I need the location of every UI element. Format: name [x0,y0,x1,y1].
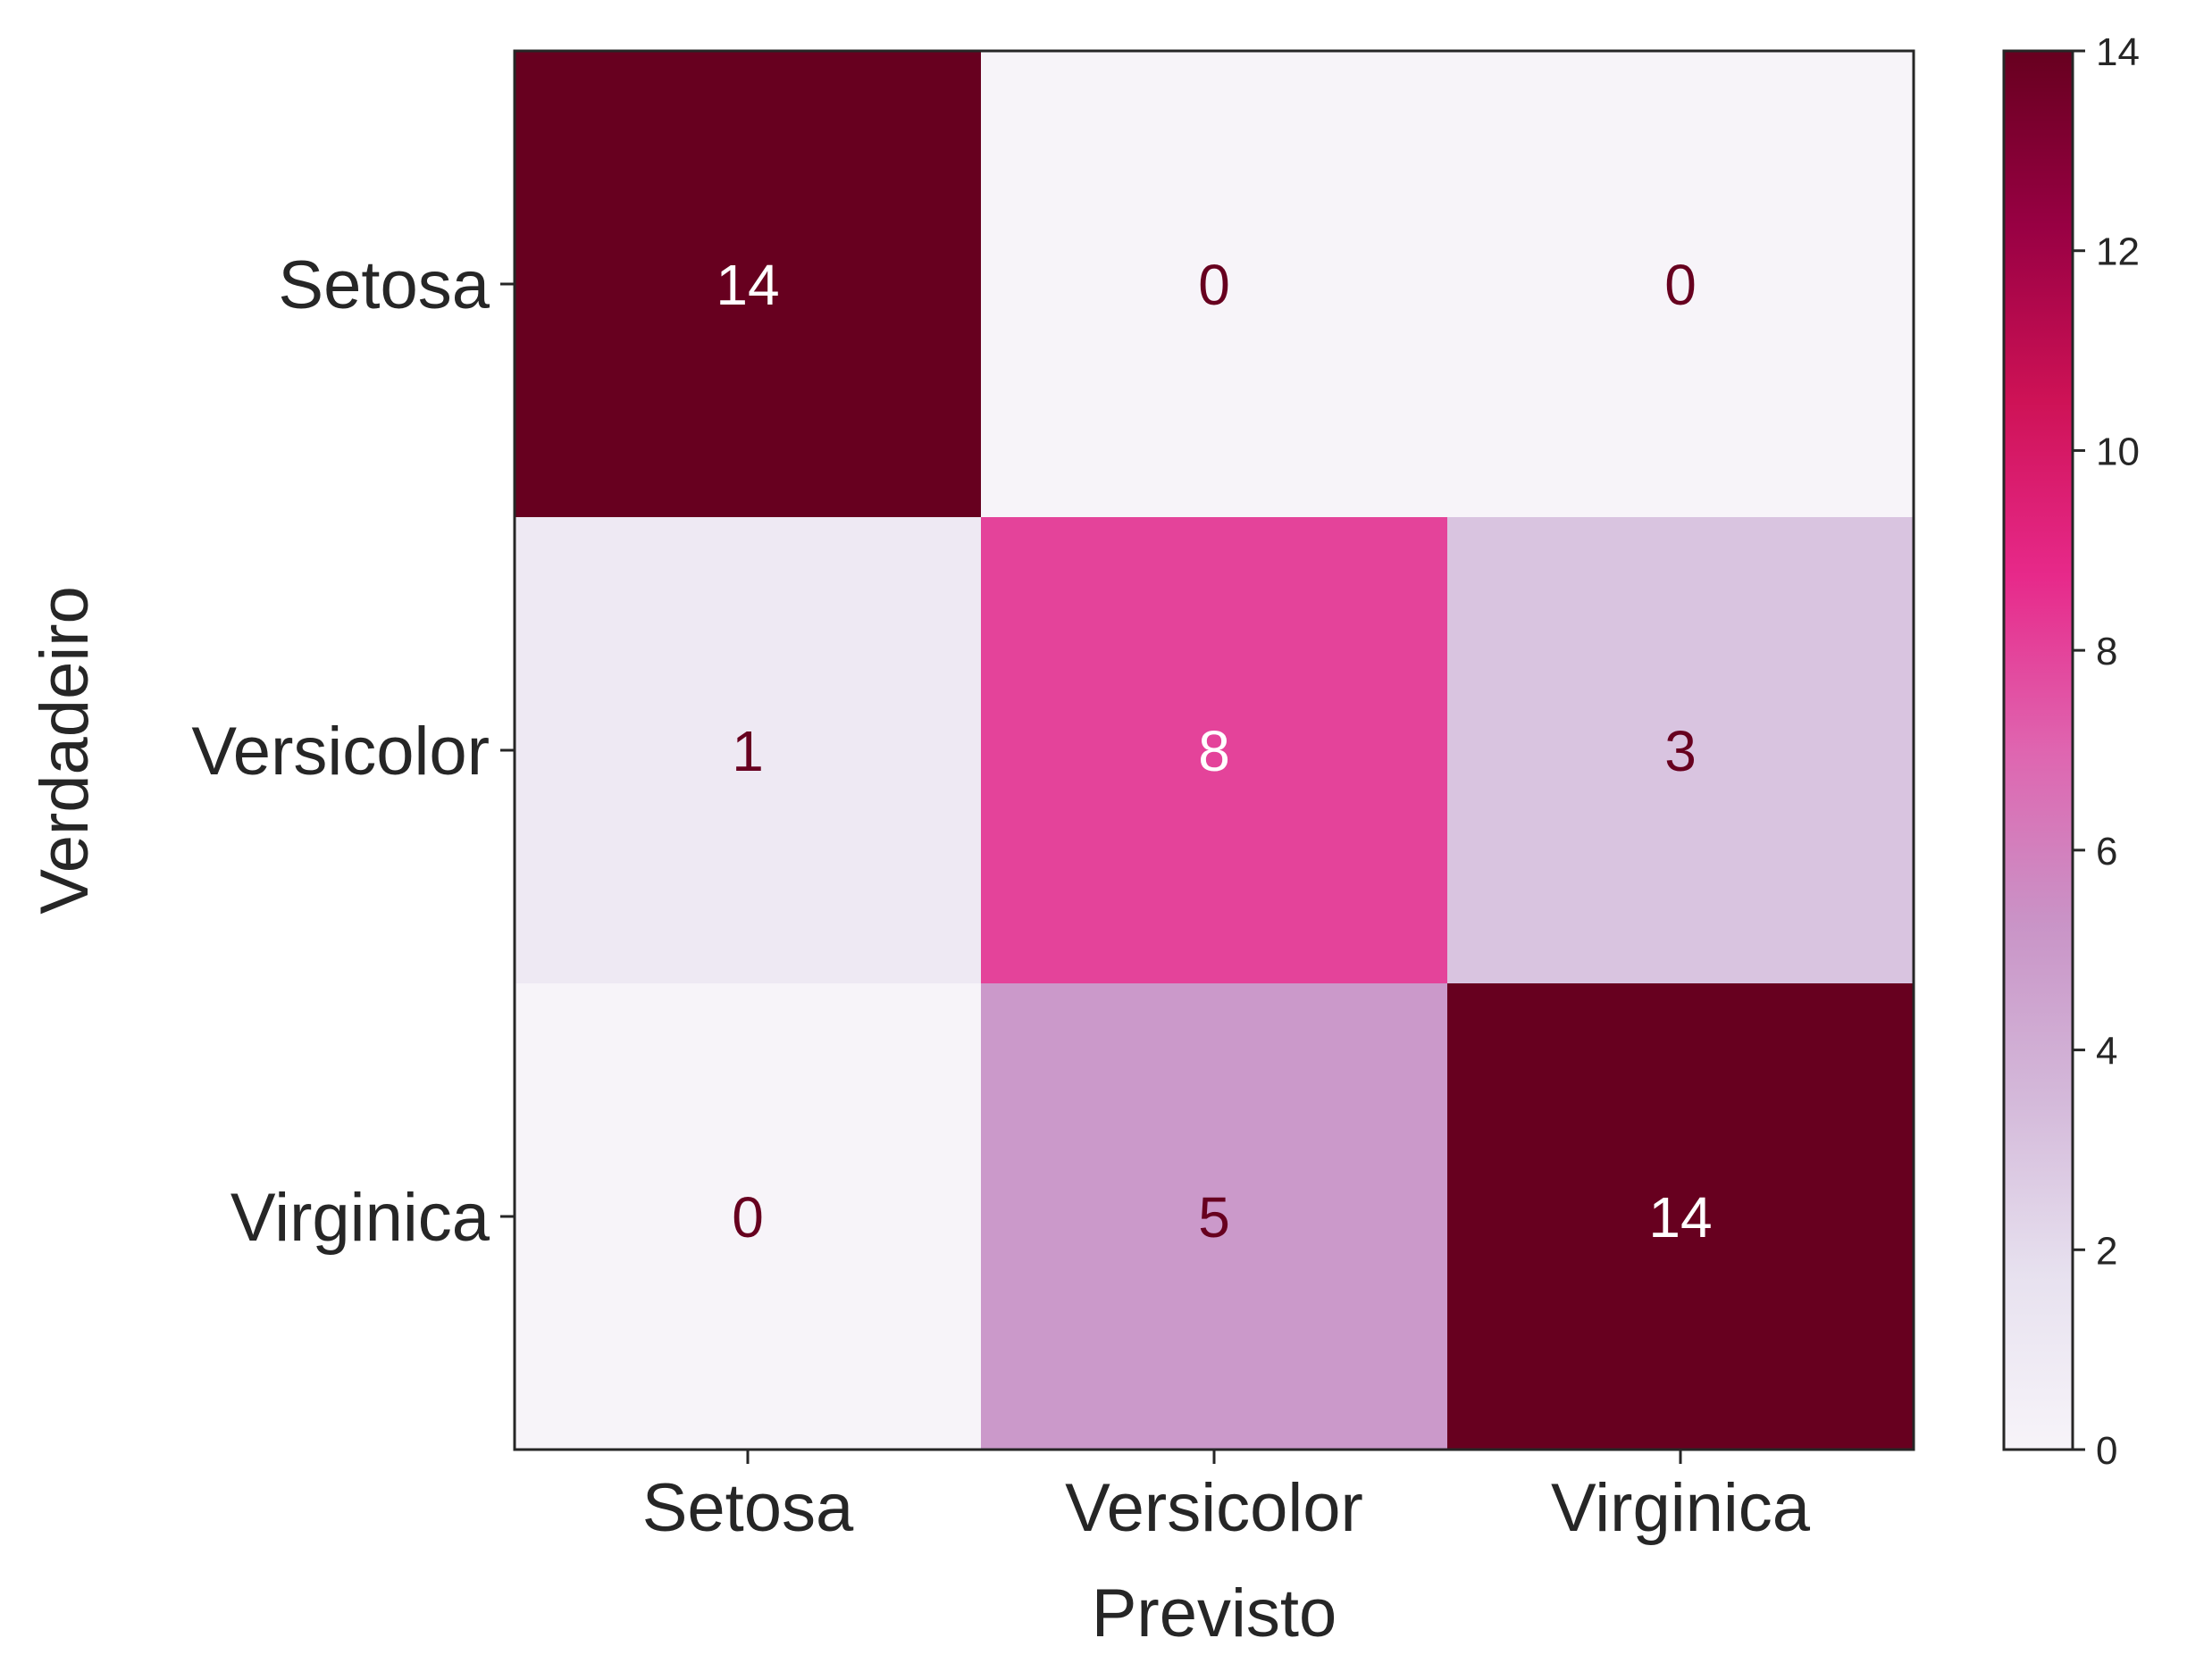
cell-value-3-2: 5 [1198,1185,1230,1250]
colorbar-tick-label-10: 10 [2096,430,2140,473]
colorbar-tick-label-2: 2 [2096,1229,2117,1273]
heatmap-cell-2-3 [1447,517,1915,984]
x-tick-label-virginica: Virginica [1551,1470,1811,1546]
y-axis-ticks: Setosa Versicolor Virginica [191,247,515,1256]
x-tick-label-versicolor: Versicolor [1065,1470,1363,1546]
x-axis-title: Previsto [1092,1576,1337,1651]
cell-value-2-3: 3 [1664,719,1697,783]
cell-value-2-1: 1 [732,719,764,783]
cell-value-2-2: 8 [1198,719,1230,783]
colorbar-ticks: 0 2 4 6 8 10 12 14 [2073,30,2140,1473]
heatmap-cell-3-1 [515,983,982,1450]
cell-value-3-1: 0 [732,1185,764,1250]
x-tick-label-setosa: Setosa [642,1470,854,1546]
heatmap-cell-2-1 [515,517,982,984]
cell-value-1-3: 0 [1664,253,1697,317]
heatmap-cell-1-3 [1447,51,1915,518]
colorbar-tick-label-4: 4 [2096,1030,2117,1074]
colorbar-tick-label-8: 8 [2096,630,2117,673]
heatmap-cell-3-2 [981,983,1448,1450]
cell-value-3-3: 14 [1648,1185,1712,1250]
x-axis-ticks: Setosa Versicolor Virginica [642,1450,1811,1546]
heatmap-cell-2-2 [981,517,1448,984]
y-tick-label-virginica: Virginica [230,1180,490,1256]
cell-value-1-1: 14 [716,253,779,317]
heatmap-cell-1-1 [515,51,982,518]
heatmap-cells [515,51,1915,1450]
y-axis-title: Verdadeiro [27,586,103,915]
cell-value-1-2: 0 [1198,253,1230,317]
colorbar-tick-label-14: 14 [2096,30,2140,74]
colorbar-tick-label-12: 12 [2096,230,2140,274]
y-tick-label-versicolor: Versicolor [191,714,490,790]
heatmap-cell-1-2 [981,51,1448,518]
colorbar [2002,49,2074,1451]
heatmap-cell-3-3 [1447,983,1915,1450]
cell-value-labels: 14 0 0 1 8 3 0 5 14 [716,253,1712,1250]
y-tick-label-setosa: Setosa [278,247,490,323]
colorbar-tick-label-6: 6 [2096,830,2117,873]
colorbar-tick-label-0: 0 [2096,1429,2117,1473]
